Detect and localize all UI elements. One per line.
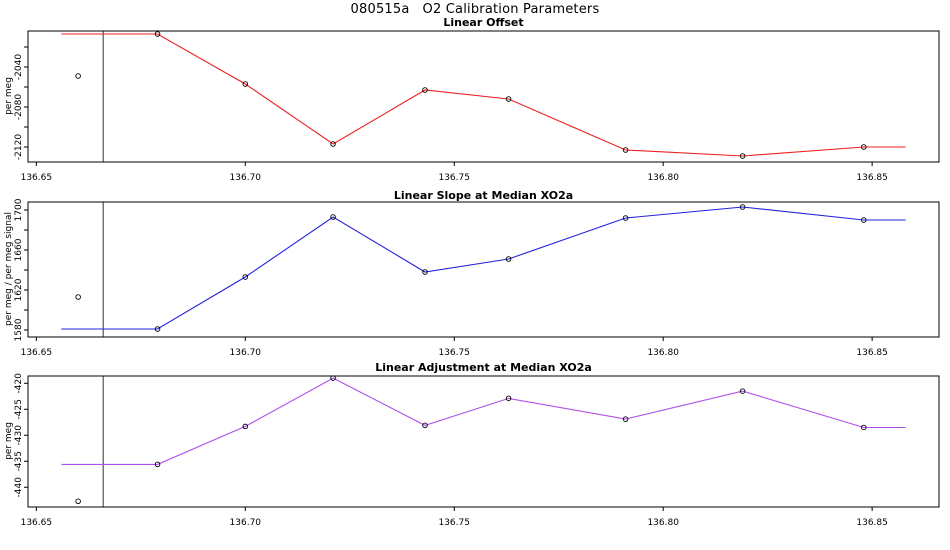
data-point <box>622 416 629 422</box>
x-axis-tick-label: 136.85 <box>856 173 888 183</box>
data-point <box>154 461 161 468</box>
x-axis-tick-label: 136.75 <box>438 348 470 358</box>
data-point <box>505 96 512 102</box>
x-axis-tick-label: 136.75 <box>438 518 470 528</box>
outlier-point <box>75 294 81 300</box>
outlier-point <box>75 498 81 505</box>
plot-box <box>27 30 940 163</box>
panel-title-linear-slope: Linear Slope at Median XO2a <box>393 189 574 202</box>
data-point <box>154 326 161 332</box>
data-point <box>505 395 512 402</box>
x-axis-tick-label: 136.85 <box>856 518 888 528</box>
series-line <box>61 377 906 465</box>
y-axis-tick-label: -2120 <box>14 134 24 160</box>
y-axis-tick-label: 1660 <box>14 238 24 261</box>
data-point <box>330 214 336 220</box>
figure-title: 080515a O2 Calibration Parameters <box>350 2 600 17</box>
plot-box <box>27 375 940 508</box>
y-axis-tick-label: -430 <box>14 425 24 446</box>
panel-2: 136.65 136.70 136.75 136.80 136.85 1580 1620 16… <box>14 198 940 358</box>
y-axis-tick-label: -2040 <box>14 54 24 80</box>
data-point <box>330 141 336 147</box>
y-axis-label-slope: per meg / per meg signal <box>4 212 14 326</box>
y-axis-tick-label: -425 <box>14 399 24 419</box>
x-axis-tick-label: 136.70 <box>230 348 262 358</box>
x-axis-tick-label: 136.70 <box>230 173 262 183</box>
outlier-point <box>75 73 81 79</box>
data-point <box>622 147 629 153</box>
y-axis-label-offset: per meg <box>4 77 14 115</box>
x-axis-tick-label: 136.65 <box>21 173 53 183</box>
x-axis-tick-label: 136.80 <box>647 348 679 358</box>
data-point <box>861 217 867 223</box>
data-point <box>505 256 512 262</box>
data-point <box>622 215 629 221</box>
series-line <box>61 33 906 157</box>
y-axis-tick-label: -2080 <box>14 94 24 120</box>
x-axis-tick-label: 136.85 <box>856 348 888 358</box>
data-point <box>739 388 746 394</box>
data-point <box>242 81 249 87</box>
y-axis-tick-label: -440 <box>14 477 24 498</box>
y-axis-tick-label: -435 <box>14 451 24 471</box>
data-point <box>739 204 746 210</box>
data-point <box>242 274 249 280</box>
panel-title-linear-adjustment: Linear Adjustment at Median XO2a <box>375 361 592 374</box>
data-point <box>422 422 428 429</box>
y-axis-label-adjustment: per meg <box>4 422 14 460</box>
y-axis-tick-label: -420 <box>14 373 24 394</box>
data-point <box>242 423 249 430</box>
y-axis-tick-label: 1700 <box>14 198 24 221</box>
data-point <box>861 144 867 150</box>
data-point <box>330 375 336 381</box>
data-point <box>154 31 161 37</box>
plot-box <box>27 201 940 338</box>
series-line <box>61 206 906 330</box>
data-point <box>739 153 746 159</box>
y-axis-tick-label: 1620 <box>14 278 24 301</box>
panel-1: 136.65 136.70 136.75 136.80 136.85 -2120 -2080… <box>14 30 940 183</box>
x-axis-tick-label: 136.80 <box>647 518 679 528</box>
x-axis-tick-label: 136.80 <box>647 173 679 183</box>
x-axis-tick-label: 136.75 <box>438 173 470 183</box>
x-axis-tick-label: 136.65 <box>21 348 53 358</box>
data-point <box>861 424 867 431</box>
panel-title-linear-offset: Linear Offset <box>443 16 524 29</box>
x-axis-tick-label: 136.65 <box>21 518 53 528</box>
data-point <box>422 269 428 275</box>
data-point <box>422 87 428 93</box>
x-axis-tick-label: 136.70 <box>230 518 262 528</box>
y-axis-tick-label: 1580 <box>14 318 24 341</box>
panel-3: 136.65 136.70 136.75 136.80 136.85 -440 -435 -4… <box>14 373 940 528</box>
